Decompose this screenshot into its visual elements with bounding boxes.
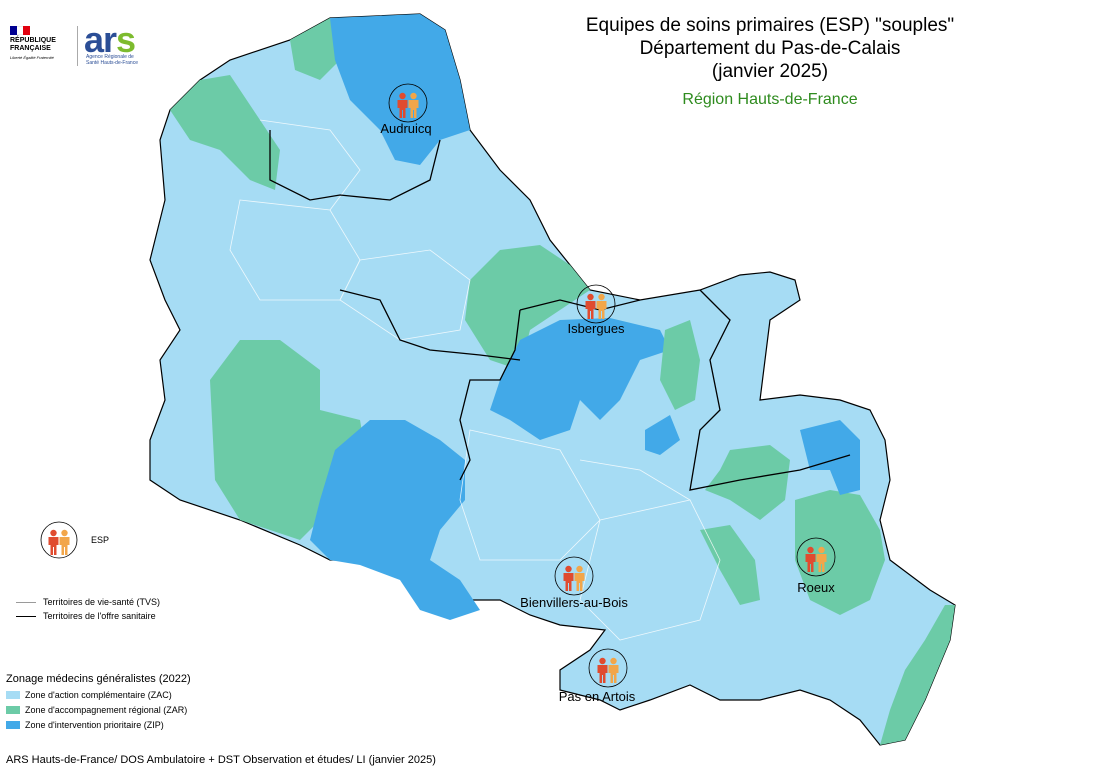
site-label-pas-en-artois: Pas en Artois — [558, 689, 636, 704]
french-flag-icon — [10, 26, 31, 35]
people-icon — [48, 529, 70, 555]
site-label-bienvillers: Bienvillers-au-Bois — [520, 595, 628, 610]
zoning-legend-title: Zonage médecins généralistes (2022) — [6, 673, 191, 685]
republique-francaise-logo: RÉPUBLIQUE FRANÇAISE Liberté Égalité Fra… — [10, 26, 70, 60]
legend-zar-label: Zone d'accompagnement régional (ZAR) — [25, 705, 188, 715]
source-note: ARS Hauts-de-France/ DOS Ambulatoire + D… — [6, 754, 436, 766]
map-zones — [149, 13, 956, 746]
ars-logo-subtitle: Agence Régionale de Santé Hauts-de-Franc… — [86, 54, 138, 66]
zar-zone-southeast — [880, 605, 955, 745]
tvs-line-swatch — [16, 601, 36, 603]
esp-marker-1 — [388, 83, 428, 123]
offre-line-swatch — [16, 615, 36, 617]
zip-swatch — [6, 721, 20, 729]
legend-offre-label: Territoires de l'offre sanitaire — [43, 611, 156, 621]
zar-zone-north — [290, 18, 340, 80]
rf-name-line2: FRANÇAISE — [10, 45, 51, 52]
zac-swatch — [6, 691, 20, 699]
esp-marker-5 — [588, 648, 628, 688]
rf-name-line1: RÉPUBLIQUE — [10, 37, 56, 44]
esp-marker-2 — [576, 284, 616, 324]
esp-legend-symbol — [40, 521, 78, 559]
region-label: Région Hauts-de-France — [682, 91, 858, 108]
ars-logo-main: ar — [84, 19, 117, 60]
zip-zone-north — [330, 14, 470, 165]
legend-zar: Zone d'accompagnement régional (ZAR) — [6, 705, 187, 715]
zip-zone-isbergues — [490, 318, 670, 440]
esp-marker-3 — [554, 556, 594, 596]
legend-tvs-label: Territoires de vie-santé (TVS) — [43, 597, 161, 607]
ars-logo-s: s — [116, 19, 136, 60]
zar-zone-east — [705, 445, 790, 520]
zar-zone-center-east — [660, 320, 700, 410]
zar-zone-northwest — [170, 75, 280, 190]
esp-markers — [388, 83, 836, 688]
zar-zone-roeux — [795, 490, 885, 615]
zar-swatch — [6, 706, 20, 714]
esp-marker-4 — [796, 537, 836, 577]
site-label-isbergues: Isbergues — [567, 321, 625, 336]
health-offer-boundaries — [269, 130, 851, 491]
zar-zone-southcentral — [700, 525, 760, 605]
ars-logo: ars — [84, 19, 136, 60]
tvs-boundaries — [229, 119, 721, 641]
zip-zone-east — [800, 420, 860, 495]
zip-zone-center — [645, 415, 680, 455]
site-label-roeux: Roeux — [797, 580, 835, 595]
legend-zac: Zone d'action complémentaire (ZAC) — [6, 690, 172, 700]
map-title-block: Equipes de soins primaires (ESP) "souple… — [540, 14, 1000, 109]
legend-zac-label: Zone d'action complémentaire (ZAC) — [25, 690, 172, 700]
zip-zone-south — [310, 420, 480, 620]
legend-zip-label: Zone d'intervention prioritaire (ZIP) — [25, 720, 164, 730]
legend-zip: Zone d'intervention prioritaire (ZIP) — [6, 720, 164, 730]
legend-tvs: Territoires de vie-santé (TVS) — [16, 597, 160, 607]
logo-separator — [77, 26, 78, 66]
map-title-line-1: Equipes de soins primaires (ESP) "souple… — [585, 15, 955, 36]
map-title-line-3: (janvier 2025) — [711, 61, 829, 82]
legend-offre: Territoires de l'offre sanitaire — [16, 611, 156, 621]
map-title-line-2: Département du Pas-de-Calais — [639, 38, 901, 59]
site-label-audruicq: Audruicq — [380, 121, 432, 136]
esp-legend-label: ESP — [91, 535, 110, 545]
rf-motto: Liberté Égalité Fraternité — [10, 55, 54, 60]
